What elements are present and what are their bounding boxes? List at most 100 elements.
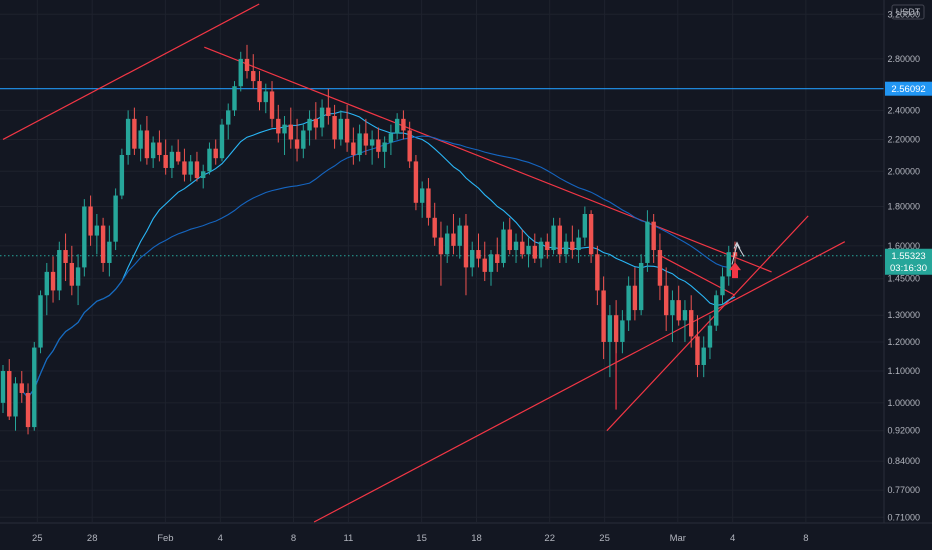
candle-body — [25, 392, 31, 428]
candle-body — [100, 225, 106, 263]
time-tick-label: 8 — [803, 533, 808, 544]
candle-body — [88, 206, 93, 236]
candle-body — [207, 148, 212, 172]
trendline[interactable] — [2, 3, 260, 140]
time-tick-label: Mar — [670, 533, 686, 544]
candle-body — [307, 118, 312, 131]
candle-body — [257, 81, 262, 103]
candle-body — [219, 124, 225, 159]
candle-body — [294, 139, 300, 149]
candle-body — [495, 254, 500, 263]
hline-tag-bg — [885, 81, 932, 96]
candle-body — [69, 262, 75, 286]
candle-body — [144, 130, 150, 159]
price-tick-label: 1.45000 — [887, 274, 920, 284]
candle-body — [232, 86, 237, 111]
price-tick-label: 2.40000 — [887, 105, 920, 115]
time-tick-label: 25 — [32, 533, 43, 544]
candle-body — [132, 118, 137, 149]
candle-body — [182, 161, 187, 175]
time-axis[interactable]: 25 28 Feb 4 8 11 15 18 22 25 Mar 4 8 — [0, 522, 932, 544]
candle-body — [488, 254, 494, 272]
candle-body — [7, 371, 12, 417]
candle-body — [201, 171, 206, 179]
trendline[interactable] — [313, 241, 846, 523]
candle-body — [319, 107, 325, 128]
price-tick-label: 1.20000 — [887, 337, 920, 347]
candle-body — [75, 267, 81, 286]
trendline[interactable] — [204, 46, 772, 273]
candle-body — [576, 237, 581, 251]
candle-body — [645, 221, 650, 263]
currency-badge — [891, 4, 925, 20]
candle-body — [125, 118, 131, 155]
candle-body — [238, 58, 243, 87]
candle-body — [695, 336, 700, 365]
candle-body — [588, 213, 594, 255]
candle-body — [563, 241, 569, 255]
trendline[interactable] — [606, 215, 809, 432]
candle-body — [57, 250, 62, 291]
time-tick-label: 4 — [218, 533, 223, 544]
current-price-text: 1.55323 — [891, 251, 925, 262]
candle-body — [676, 300, 681, 321]
price-tick-label: 0.77000 — [887, 485, 920, 495]
axis-labels: 2.56092 1.55323 03:16:30 — [885, 81, 932, 275]
candle-body — [94, 225, 100, 236]
time-tick-label: Feb — [157, 533, 173, 544]
trendlines[interactable] — [2, 3, 846, 523]
price-tick-label: 1.80000 — [887, 201, 920, 211]
time-tick-label: 4 — [730, 533, 735, 544]
grid-lines — [0, 0, 884, 522]
candle-body — [419, 188, 425, 203]
candle-body — [226, 110, 231, 125]
candle-body — [457, 225, 462, 246]
candle-body — [175, 151, 181, 162]
candle-body — [720, 276, 725, 296]
candle-body — [107, 241, 112, 263]
candle-body — [276, 118, 281, 134]
candle-body — [445, 233, 450, 255]
candle-body — [689, 310, 694, 337]
price-tick-label: 1.10000 — [887, 366, 920, 376]
candle-body — [470, 250, 475, 268]
projection-arrowhead — [733, 241, 741, 249]
projection-path[interactable] — [731, 243, 745, 265]
candle-body — [707, 325, 713, 348]
candle-body — [38, 295, 43, 348]
price-tick-label: 1.00000 — [887, 398, 920, 408]
candle-body — [32, 347, 37, 428]
price-tick-label: 3.20000 — [887, 9, 920, 19]
candle-body — [513, 241, 519, 251]
price-tick-label: 0.84000 — [887, 456, 920, 466]
candle-body — [463, 225, 469, 268]
candle-body — [451, 233, 456, 246]
up-arrow-icon[interactable] — [729, 262, 741, 279]
candle-body — [526, 245, 531, 255]
candle-body — [332, 115, 337, 140]
candle-body — [19, 383, 24, 393]
candle-body — [301, 130, 306, 149]
candle-body — [507, 229, 512, 251]
candle-body — [401, 118, 406, 131]
price-tick-label: 1.30000 — [887, 310, 920, 320]
candle-body — [432, 217, 437, 238]
price-tick-label: 2.20000 — [887, 134, 920, 144]
candle-body — [82, 206, 87, 268]
candle-body — [326, 107, 331, 116]
candle-body — [313, 118, 319, 128]
candle-body — [538, 241, 544, 259]
candle-body — [351, 142, 356, 155]
candle-body — [194, 161, 200, 179]
candle-body — [651, 221, 656, 251]
candle-body — [388, 133, 394, 143]
candle-body — [520, 241, 525, 255]
candle-body — [545, 241, 550, 251]
annotations[interactable] — [729, 241, 745, 279]
price-tick-label: 1.60000 — [887, 241, 920, 251]
candle-body — [407, 130, 412, 162]
candle-body — [150, 142, 156, 159]
candle-body — [376, 139, 381, 152]
candle-body — [670, 300, 675, 316]
